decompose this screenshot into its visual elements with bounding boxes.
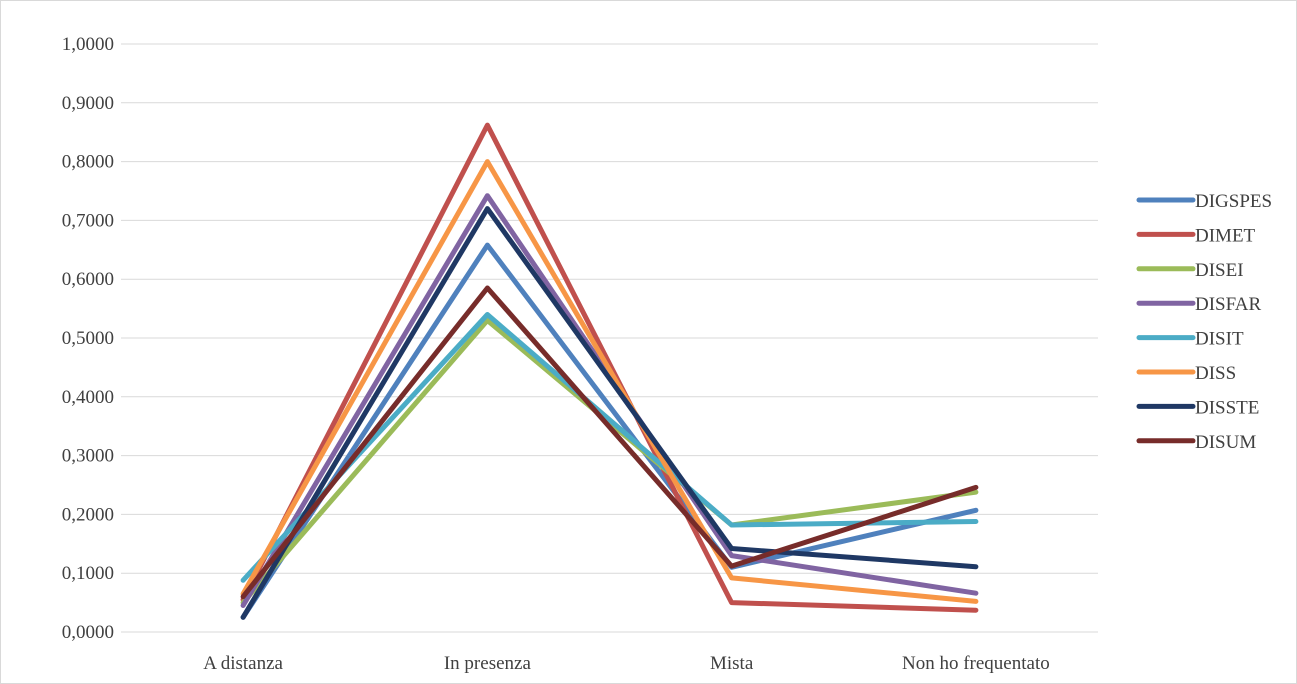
y-tick-label: 0,7000: [62, 210, 114, 231]
series-lines: [240, 122, 979, 620]
series-line-disit: [240, 312, 979, 583]
series-line-disum: [240, 285, 979, 600]
legend: DIGSPES DIMET DISEI DISFAR DISIT DISS DISSTE DI…: [1136, 191, 1272, 453]
series-line-digspes: [240, 242, 979, 620]
y-tick-label: 0,1000: [62, 563, 114, 584]
y-tick-label: 0,4000: [62, 387, 114, 408]
legend-label-disste: DISSTE: [1195, 397, 1259, 418]
legend-label-dimet: DIMET: [1195, 225, 1256, 246]
x-axis-tick-labels: A distanza In presenza Mista Non ho frequen…: [203, 653, 1049, 674]
y-tick-label: 0,2000: [62, 504, 114, 525]
x-tick-label: In presenza: [444, 653, 532, 674]
y-axis-tick-labels: 0,0000 0,1000 0,2000 0,3000 0,4000 0,5000 0,60…: [62, 34, 114, 643]
gridlines: [121, 43, 1098, 633]
legend-label-disfar: DISFAR: [1195, 294, 1261, 315]
y-tick-label: 0,5000: [62, 328, 114, 349]
x-tick-label: A distanza: [203, 653, 283, 674]
x-tick-label: Mista: [710, 653, 754, 674]
y-tick-label: 0,9000: [62, 93, 114, 114]
y-tick-label: 0,3000: [62, 446, 114, 467]
y-tick-label: 1,0000: [62, 34, 114, 55]
series-line-dimet: [240, 122, 979, 613]
y-tick-label: 0,8000: [62, 152, 114, 173]
y-tick-label: 0,6000: [62, 269, 114, 290]
series-line-diss: [240, 159, 979, 604]
x-tick-label: Non ho frequentato: [902, 653, 1050, 674]
legend-label-disum: DISUM: [1195, 432, 1256, 453]
legend-label-digspes: DIGSPES: [1195, 191, 1272, 212]
y-tick-label: 0,0000: [62, 622, 114, 643]
series-line-disste: [240, 206, 979, 620]
legend-label-disei: DISEI: [1195, 260, 1244, 281]
legend-label-disit: DISIT: [1195, 329, 1244, 350]
legend-label-diss: DISS: [1195, 363, 1236, 384]
